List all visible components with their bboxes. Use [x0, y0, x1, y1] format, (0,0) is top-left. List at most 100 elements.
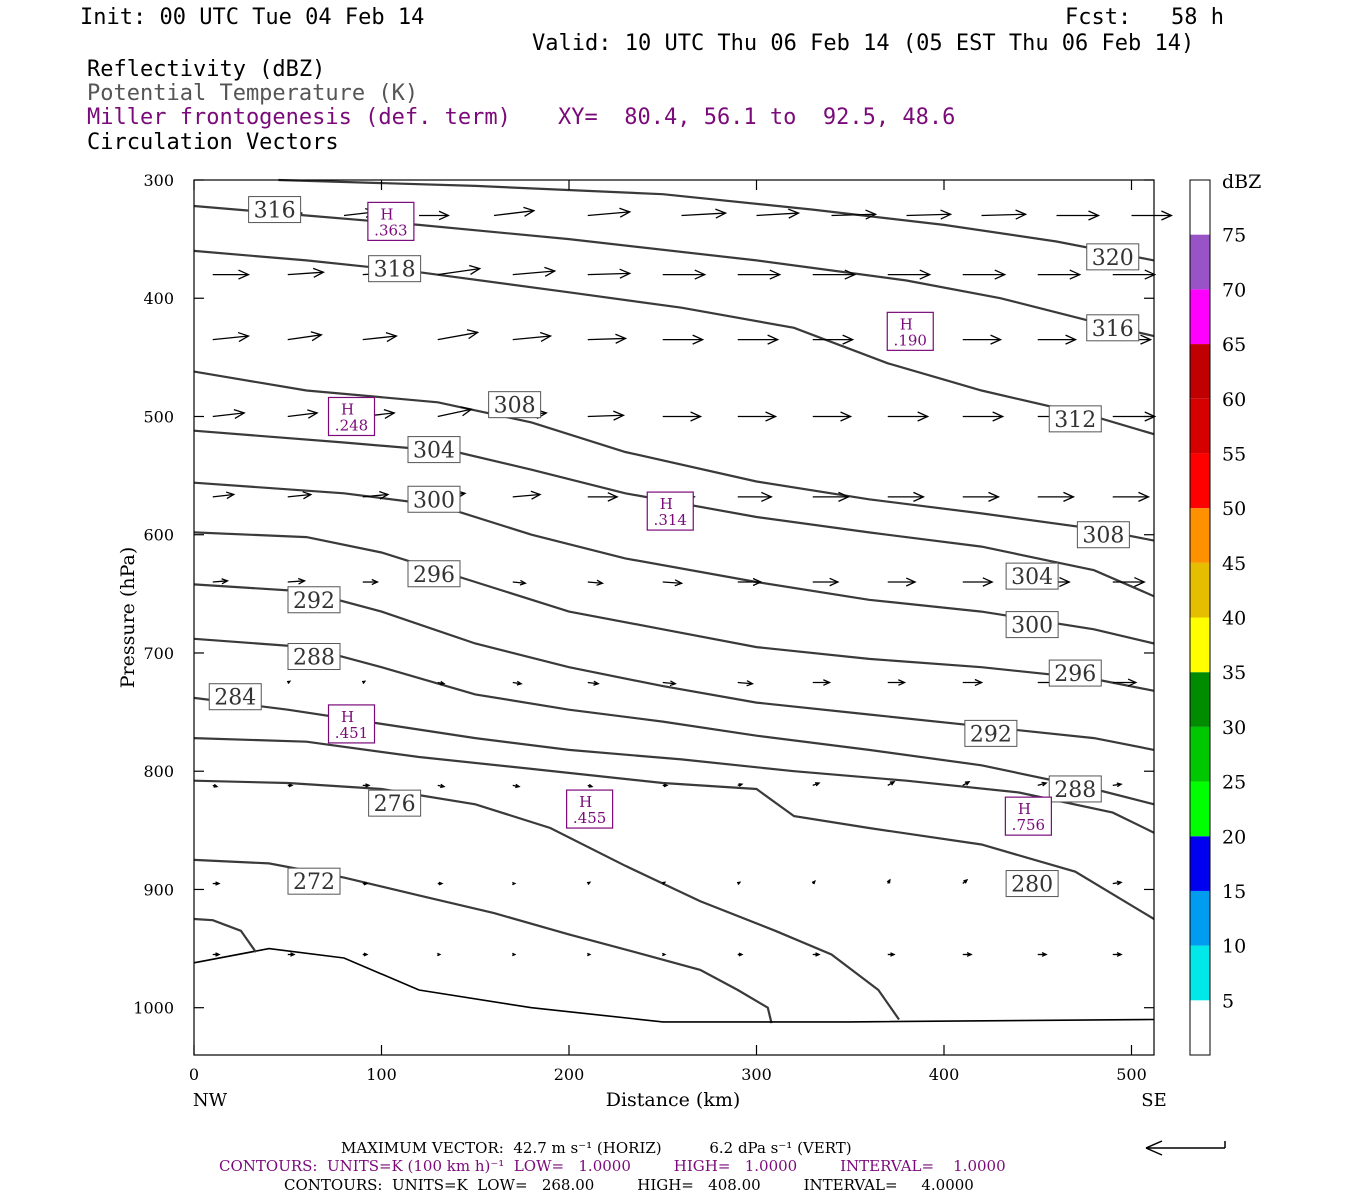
contour-label-text: 296 [413, 563, 455, 588]
x-tick-label: 100 [366, 1065, 397, 1084]
vector-head [307, 409, 319, 419]
isentrope-292 [193, 583, 1155, 751]
circulation-vector [587, 333, 628, 344]
vector-shaft [512, 335, 551, 341]
circulation-vector [737, 577, 763, 587]
contour-label-box [287, 586, 341, 614]
circulation-vector [287, 952, 296, 957]
vector-head [974, 678, 984, 687]
vector-head [674, 579, 684, 587]
vector-head [1161, 210, 1173, 221]
x-tick-label: 500 [1116, 1065, 1147, 1084]
contour-label-text: 308 [1082, 524, 1124, 549]
circulation-vector [962, 491, 1001, 502]
contour-label: 272 [287, 867, 341, 895]
vector-head [619, 207, 632, 218]
contour-label-box [1086, 243, 1140, 271]
contour-label-box [287, 643, 341, 671]
contour-label: 296 [1048, 659, 1102, 687]
colorbar-tick-label: 40 [1222, 608, 1246, 630]
contour-label-text: 318 [374, 258, 416, 283]
colorbar-swatch [1190, 890, 1210, 946]
vector-head [966, 952, 973, 957]
circulation-vector [437, 264, 482, 276]
colorbar-tick-label: 10 [1222, 936, 1246, 958]
circulation-vector [1112, 576, 1146, 588]
circulation-vector [287, 577, 307, 585]
circulation-vector [1112, 491, 1151, 502]
vector-head [988, 491, 1001, 502]
vector-head [438, 881, 444, 886]
circulation-vector [512, 783, 521, 789]
circulation-vector [212, 783, 219, 788]
vector-head [233, 408, 246, 420]
isentrope-280 [193, 737, 1155, 920]
isentrope-296 [193, 531, 1155, 692]
frontogenesis-high: H.248 [327, 396, 376, 437]
circulation-vector [962, 952, 973, 957]
contour-label-box [1086, 314, 1140, 342]
circulation-vector [1037, 952, 1048, 957]
vector-shaft [493, 210, 534, 217]
circulation-vector [587, 207, 632, 218]
vector-head [694, 269, 707, 280]
vector-head [1134, 576, 1146, 588]
contour-label: 312 [1048, 405, 1102, 433]
contour-label: 296 [407, 560, 461, 588]
circulation-vector [437, 680, 446, 686]
x-axis-label: Distance (km) [606, 1089, 741, 1111]
contour-label: 304 [407, 436, 461, 464]
contour-label-text: 280 [1011, 873, 1053, 898]
colorbar-tick-label: 55 [1222, 443, 1246, 465]
vector-head [587, 952, 592, 957]
isentrope-276 [193, 779, 900, 1021]
vector-head [890, 952, 896, 957]
high-box [886, 311, 934, 351]
colorbar-unit: dBZ [1222, 171, 1261, 193]
circulation-vector [812, 491, 851, 502]
vector-head [615, 333, 628, 344]
vector-head [844, 269, 857, 280]
vector-shaft [287, 493, 311, 498]
contour-label: 316 [1086, 314, 1140, 342]
circulation-vector [586, 881, 592, 886]
vector-head [840, 411, 853, 422]
circulation-vector [1112, 782, 1123, 788]
circulation-vector [212, 331, 251, 343]
circulation-vector [512, 680, 523, 686]
vector-head [992, 411, 1005, 422]
y-tick-label: 1000 [133, 999, 174, 1018]
circulation-vector [287, 409, 319, 419]
contour-label: 308 [1076, 521, 1130, 549]
contour-label-box [407, 436, 461, 464]
y-tick-label: 900 [143, 880, 174, 899]
contour-label-box [1048, 405, 1102, 433]
vector-head [290, 952, 296, 957]
vector-head [769, 269, 782, 280]
vector-head [1140, 334, 1153, 345]
contour-label: 284 [208, 683, 262, 711]
high-label: H [660, 495, 673, 513]
x-tick-label: 200 [554, 1065, 585, 1084]
circulation-vector [812, 411, 853, 422]
circulation-vector [737, 952, 744, 957]
vector-head [438, 210, 450, 221]
circulation-vector [437, 783, 446, 789]
circulation-vector [1037, 491, 1076, 502]
circulation-vector [887, 491, 926, 502]
contour-label: 316 [248, 196, 302, 224]
circulation-vector [362, 952, 369, 957]
colorbar-swatch [1190, 453, 1210, 509]
vector-head [761, 491, 773, 502]
vector-head [964, 781, 971, 786]
colorbar-tick-label: 35 [1222, 662, 1246, 684]
isentrope-272 [193, 858, 773, 1024]
vector-head [889, 781, 896, 786]
vector-head [738, 952, 744, 957]
vector-shaft [287, 580, 305, 583]
frontogenesis-high: H.190 [886, 311, 934, 351]
circulation-vector [1112, 678, 1138, 687]
high-value: .190 [894, 331, 927, 349]
vector-shaft [212, 580, 228, 583]
